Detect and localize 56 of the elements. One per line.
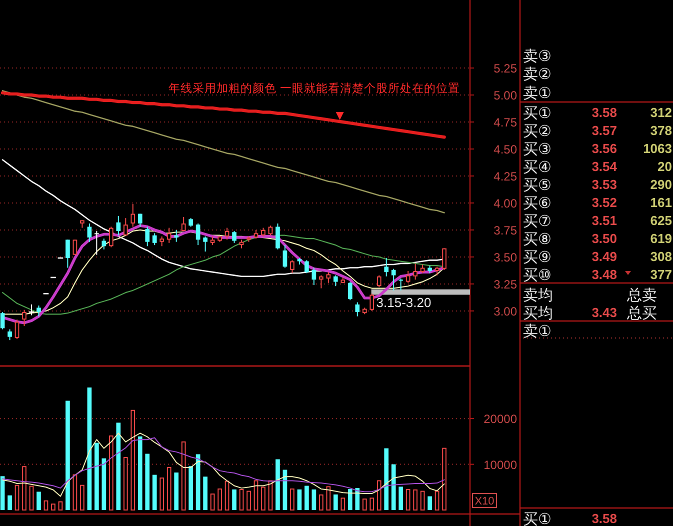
cell-value: 290 [650, 177, 672, 192]
cell-value: 3.56 [592, 141, 617, 156]
row-label: 卖① [523, 84, 552, 102]
annotation: 总卖 [627, 286, 657, 304]
cell-value: 3.48 [592, 267, 617, 282]
row-label: 卖② [523, 65, 552, 83]
row-label: 买⑦ [523, 212, 552, 230]
y-tick-label: 3.25 [494, 277, 517, 292]
cell-value: 3.51 [592, 213, 617, 228]
row-label: 买③ [523, 140, 552, 158]
cell-value: 625 [650, 213, 672, 228]
y-tick-label: 4.00 [494, 196, 517, 210]
row-label: 买① [523, 104, 552, 122]
y-tick-label: 4.25 [494, 169, 517, 184]
cell-value: 3.57 [592, 123, 617, 138]
y-tick-label: 20000 [484, 412, 517, 426]
row-label: 买⑨ [523, 248, 552, 266]
cell-value: 3.43 [592, 305, 617, 320]
annotation: X10 [474, 496, 494, 508]
cell-value: 3.53 [592, 177, 617, 192]
row-label: 买⑧ [523, 230, 552, 248]
cell-value: 3.58 [592, 105, 617, 120]
cell-value: 20 [658, 159, 672, 174]
row-label: 买④ [523, 158, 552, 176]
cell-value: 3.50 [592, 231, 617, 246]
cell-value: 377 [650, 267, 672, 282]
annotation: 年线采用加粗的颜色 一眼就能看清楚个股所处在的位置 [168, 81, 460, 95]
cell-value: 3.52 [592, 195, 617, 210]
row-label: 卖均 [523, 286, 553, 304]
cell-value: 3.54 [592, 159, 617, 174]
row-label: 买⑩ [523, 266, 552, 284]
cell-value: 308 [650, 249, 672, 264]
cell-value: 312 [650, 105, 672, 120]
cell-value: 378 [650, 123, 672, 138]
y-tick-label: 3.00 [494, 304, 517, 318]
y-tick-label: 3.50 [494, 250, 517, 264]
annotation: 总买 [627, 304, 657, 322]
y-tick-label: 3.75 [494, 223, 517, 238]
band-label: 3.15-3.20 [376, 295, 432, 310]
row-label: 买⑥ [523, 194, 552, 212]
cell-value: 1063 [643, 141, 672, 156]
cell-value: 619 [650, 231, 672, 246]
row-label: 买① [523, 510, 552, 526]
cell-value: 3.58 [592, 511, 617, 526]
y-tick-label: 4.75 [494, 116, 517, 130]
cell-value: 3.49 [592, 249, 617, 264]
y-tick-label: 10000 [484, 458, 517, 472]
cell-value: 161 [650, 195, 672, 210]
row-label: 卖③ [523, 47, 552, 65]
row-label: 买② [523, 122, 552, 140]
row-label: 卖① [523, 322, 552, 340]
row-label: 买均 [523, 304, 553, 322]
y-tick-label: 5.00 [494, 88, 517, 102]
y-tick-label: 5.25 [494, 62, 517, 76]
y-tick-label: 4.50 [494, 142, 517, 156]
row-label: 买⑤ [523, 176, 552, 194]
